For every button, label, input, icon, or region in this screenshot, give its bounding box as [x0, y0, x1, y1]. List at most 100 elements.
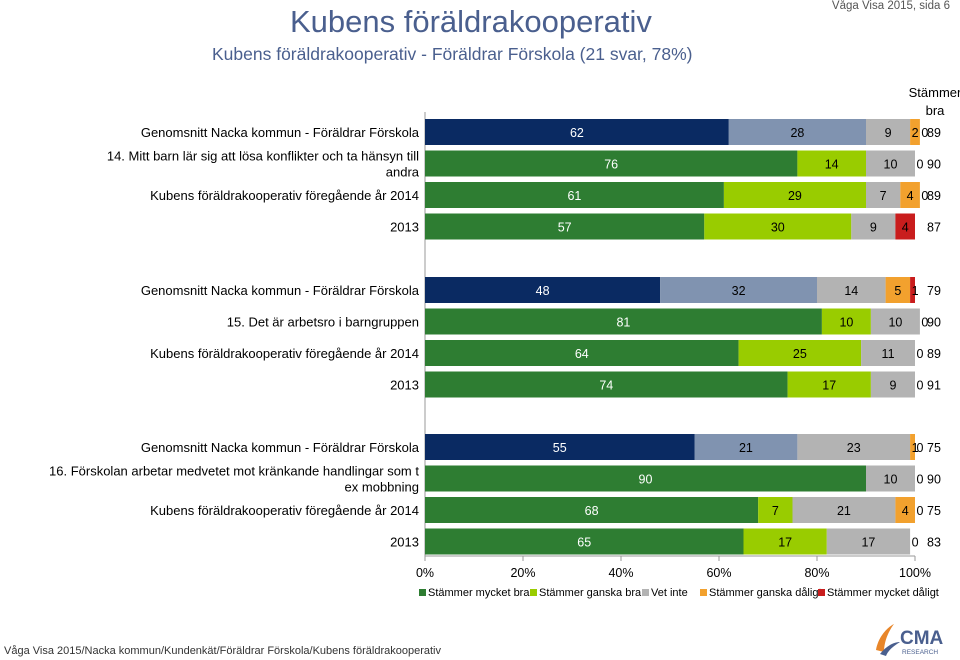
bar-segment	[425, 371, 788, 398]
bar-segment	[821, 308, 871, 335]
bar-segment	[425, 497, 759, 523]
row-label: Kubens föräldrakooperativ föregående år …	[150, 188, 419, 203]
bar-value-label: 0	[917, 347, 924, 361]
bar-value-label: 68	[585, 504, 599, 518]
legend-label: Stämmer mycket dåligt	[827, 587, 939, 599]
score-column-header-line2: bra	[925, 103, 945, 118]
row-label: Kubens föräldrakooperativ föregående år …	[150, 346, 419, 361]
bar-value-label: 90	[639, 473, 653, 487]
bar-segment	[866, 465, 915, 492]
page-subtitle: Kubens föräldrakooperativ - Föräldrar Fö…	[212, 44, 693, 64]
row-label: 16. Förskolan arbetar medvetet mot kränk…	[49, 464, 419, 495]
page-reference: Våga Visa 2015, sida 6	[831, 0, 950, 12]
bar-value-label: 4	[902, 221, 909, 235]
bar-value-label: 17	[778, 536, 792, 550]
bar-segment	[723, 182, 866, 208]
x-tick-label: 80%	[804, 566, 829, 580]
bar-segment	[743, 528, 827, 555]
legend-label: Stämmer ganska bra	[539, 587, 642, 599]
bar-segment	[910, 277, 915, 303]
bar-value-label: 17	[822, 379, 836, 393]
bar-value-label: 10	[888, 316, 902, 330]
bar-value-label: 1	[912, 441, 919, 455]
legend-swatch	[642, 589, 649, 596]
bar-value-label: 10	[839, 316, 853, 330]
bar-value-label: 4	[902, 504, 909, 518]
bar-value-label: 62	[570, 126, 584, 140]
legend-swatch	[818, 589, 825, 596]
bar-value-label: 0	[912, 536, 919, 550]
bar-segment	[895, 497, 915, 523]
bar-value-label: 21	[739, 441, 753, 455]
bar-value-label: 81	[616, 316, 630, 330]
bar-segment	[866, 119, 911, 145]
bar-segment	[704, 213, 852, 240]
bar-value-label: 0	[917, 473, 924, 487]
row-score: 79	[927, 284, 941, 298]
bar-value-label: 9	[885, 126, 892, 140]
row-score: 90	[927, 158, 941, 172]
bar-value-label: 0	[921, 126, 928, 140]
score-column-header-line1: Stämmer	[908, 85, 960, 100]
bar-value-label: 10	[884, 158, 898, 172]
x-tick-label: 40%	[608, 566, 633, 580]
bar-segment	[885, 277, 911, 303]
bar-segment	[797, 434, 911, 460]
bar-value-label: 32	[732, 284, 746, 298]
bar-segment	[425, 434, 695, 460]
bar-value-label: 21	[837, 504, 851, 518]
bar-value-label: 7	[880, 189, 887, 203]
bar-segment	[425, 213, 705, 240]
row-label: Genomsnitt Nacka kommun - Föräldrar Förs…	[141, 283, 420, 298]
bar-value-label: 74	[599, 379, 613, 393]
bar-value-label: 4	[907, 189, 914, 203]
row-label: Genomsnitt Nacka kommun - Föräldrar Förs…	[141, 440, 420, 455]
bar-segment	[425, 150, 798, 177]
row-score: 89	[927, 189, 941, 203]
row-score: 83	[927, 536, 941, 550]
legend-label: Stämmer mycket bra	[428, 587, 530, 599]
bar-value-label: 10	[884, 473, 898, 487]
bar-value-label: 9	[870, 221, 877, 235]
bar-segment	[425, 528, 744, 555]
bar-value-label: 1	[912, 284, 919, 298]
row-score: 87	[927, 221, 941, 235]
bar-segment	[910, 434, 915, 460]
bar-segment	[758, 497, 793, 523]
bar-value-label: 48	[536, 284, 550, 298]
bar-segment	[787, 371, 871, 398]
row-label: Kubens föräldrakooperativ föregående år …	[150, 503, 419, 518]
bar-value-label: 61	[567, 189, 581, 203]
row-label: 14. Mitt barn lär sig att lösa konflikte…	[107, 149, 420, 180]
bar-value-label: 0	[921, 189, 928, 203]
row-label: 2013	[390, 220, 419, 235]
bar-segment	[870, 371, 915, 398]
bar-value-label: 55	[553, 441, 567, 455]
row-score: 89	[927, 347, 941, 361]
bar-value-label: 57	[558, 221, 572, 235]
bar-segment	[826, 528, 911, 555]
bar-value-label: 30	[771, 221, 785, 235]
bar-segment	[425, 465, 866, 492]
row-label: 15. Det är arbetsro i barngruppen	[227, 315, 419, 330]
bar-segment	[660, 277, 817, 303]
legend-label: Vet inte	[651, 587, 688, 599]
bar-segment	[866, 150, 915, 177]
bar-value-label: 28	[790, 126, 804, 140]
row-label: Genomsnitt Nacka kommun - Föräldrar Förs…	[141, 125, 420, 140]
bar-segment	[425, 308, 822, 335]
bar-value-label: 29	[788, 189, 802, 203]
legend-swatch	[530, 589, 537, 596]
score-column-header: Stämmer bra	[905, 84, 960, 120]
bar-segment	[425, 340, 739, 366]
bar-segment	[797, 150, 866, 177]
bar-segment	[425, 277, 661, 303]
bar-segment	[738, 340, 862, 366]
bar-segment	[900, 182, 920, 208]
x-tick-label: 60%	[706, 566, 731, 580]
bar-value-label: 9	[889, 379, 896, 393]
bar-segment	[910, 119, 920, 145]
page-title: Kubens föräldrakooperativ	[290, 4, 652, 39]
row-score: 75	[927, 504, 941, 518]
